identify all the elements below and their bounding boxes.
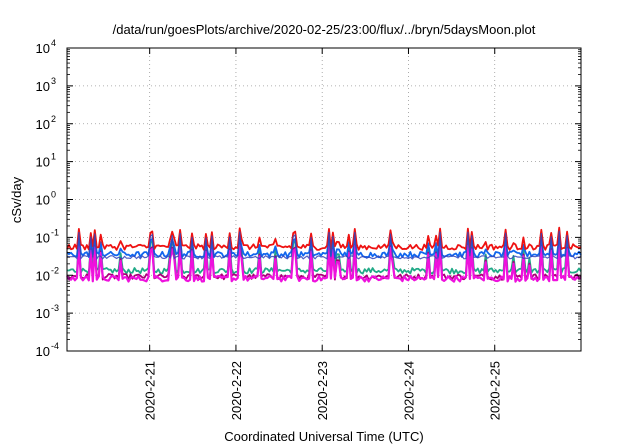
y-tick-label: 10 — [36, 117, 50, 132]
x-tick-label: 2020-2-22 — [229, 361, 244, 420]
y-tick-exponent: -2 — [51, 265, 59, 275]
y-tick-exponent: -3 — [51, 303, 59, 313]
series-line-navy — [66, 230, 582, 261]
y-tick-exponent: 3 — [51, 76, 56, 86]
y-tick-exponent: 1 — [51, 152, 56, 162]
y-tick-label: 10 — [36, 306, 50, 321]
y-tick-exponent: 4 — [51, 38, 56, 48]
x-axis-label: Coordinated Universal Time (UTC) — [224, 429, 423, 444]
x-tick-label: 2020-2-25 — [488, 361, 503, 420]
y-tick-label: 10 — [36, 155, 50, 170]
y-tick-exponent: 2 — [51, 114, 56, 124]
plot-area — [66, 226, 582, 283]
y-tick-label: 10 — [36, 193, 50, 208]
x-tick-label: 2020-2-24 — [401, 361, 416, 420]
y-tick-label: 10 — [36, 41, 50, 56]
x-tick-label: 2020-2-23 — [315, 361, 330, 420]
y-tick-label: 10 — [36, 344, 50, 359]
x-tick-label: 2020-2-21 — [143, 361, 158, 420]
y-tick-exponent: -4 — [51, 341, 59, 351]
y-tick-label: 10 — [36, 230, 50, 245]
y-tick-label: 10 — [36, 268, 50, 283]
y-tick-label: 10 — [36, 79, 50, 94]
y-tick-exponent: 0 — [51, 190, 56, 200]
grid — [67, 48, 581, 351]
chart-title: /data/run/goesPlots/archive/2020-02-25/2… — [113, 22, 536, 37]
y-tick-exponent: -1 — [51, 227, 59, 237]
y-axis-label: cSv/day — [9, 176, 24, 223]
series-line-magenta — [66, 243, 582, 283]
